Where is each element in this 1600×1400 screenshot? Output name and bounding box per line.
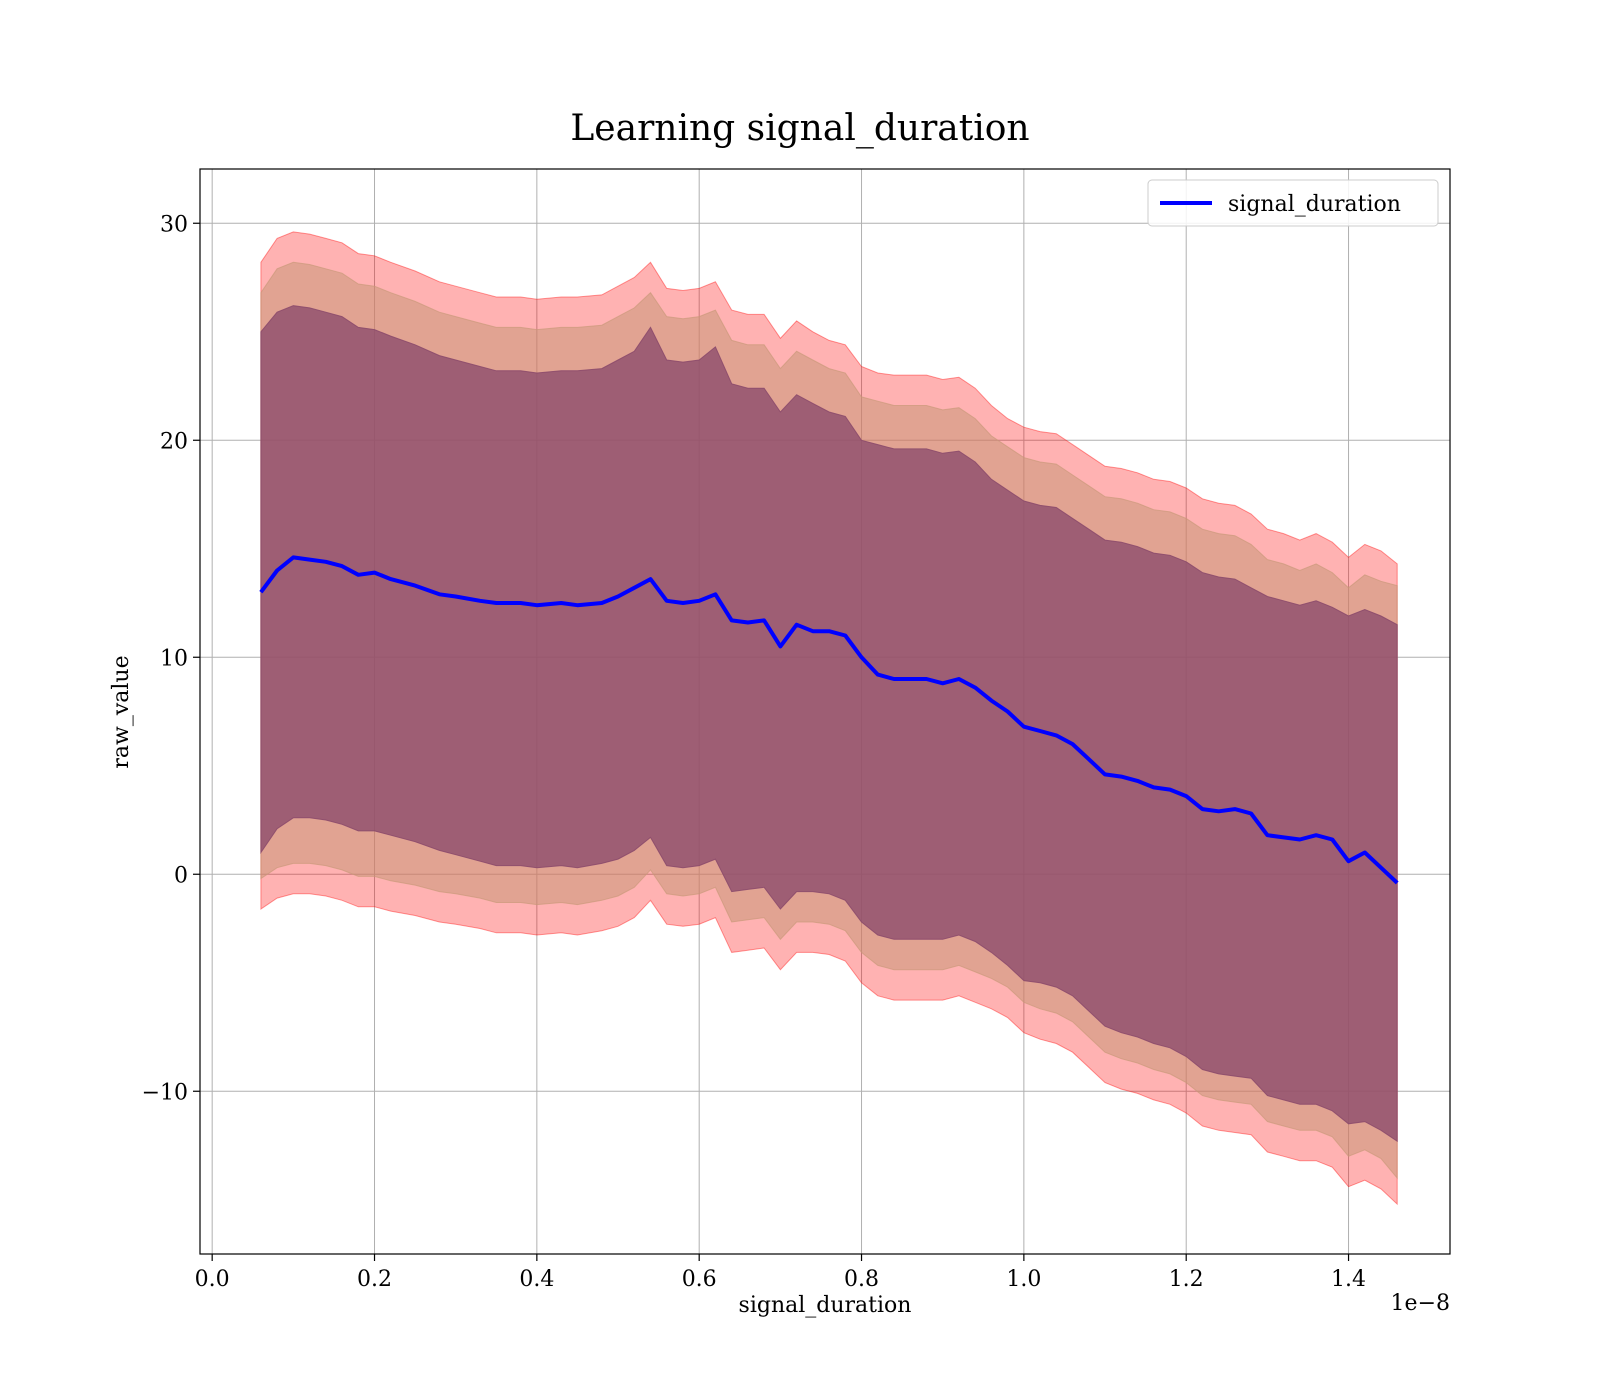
series-lines <box>259 555 1399 885</box>
series-line-0 <box>259 555 1399 885</box>
plot-frame <box>199 168 1451 1255</box>
legend: signal_duration <box>1147 179 1439 227</box>
chart-title: Learning signal_duration <box>570 108 1029 149</box>
x-tick-label: 0.0 <box>195 1267 230 1292</box>
x-tick-label: 0.8 <box>844 1267 879 1292</box>
x-tick-label: 0.2 <box>357 1267 392 1292</box>
x-axis-offset-label: 1e−8 <box>1391 1291 1450 1316</box>
x-tick-label: 1.4 <box>1331 1267 1366 1292</box>
y-tick-label: 10 <box>160 646 188 671</box>
legend-box <box>1147 179 1439 227</box>
y-axis-label: raw_value <box>109 655 134 768</box>
x-tick-label: 1.0 <box>1006 1267 1041 1292</box>
confidence-bands <box>260 231 1398 1206</box>
x-axis-label: signal_duration <box>739 1293 912 1318</box>
y-tick-label: −10 <box>142 1080 188 1105</box>
y-tick-label: 0 <box>174 863 188 888</box>
x-tick-label: 0.4 <box>519 1267 554 1292</box>
y-tick-label: 20 <box>160 429 188 454</box>
x-tick-label: 1.2 <box>1169 1267 1204 1292</box>
legend-label: signal_duration <box>1228 192 1401 217</box>
x-tick-label: 0.6 <box>682 1267 717 1292</box>
y-tick-label: 30 <box>160 212 188 237</box>
y-axis-ticks: −10 0 10 20 30 <box>142 212 200 1105</box>
x-axis-ticks: 0.0 0.2 0.4 0.6 0.8 1.0 1.2 1.4 <box>195 1254 1366 1292</box>
band-2 <box>260 305 1398 1143</box>
